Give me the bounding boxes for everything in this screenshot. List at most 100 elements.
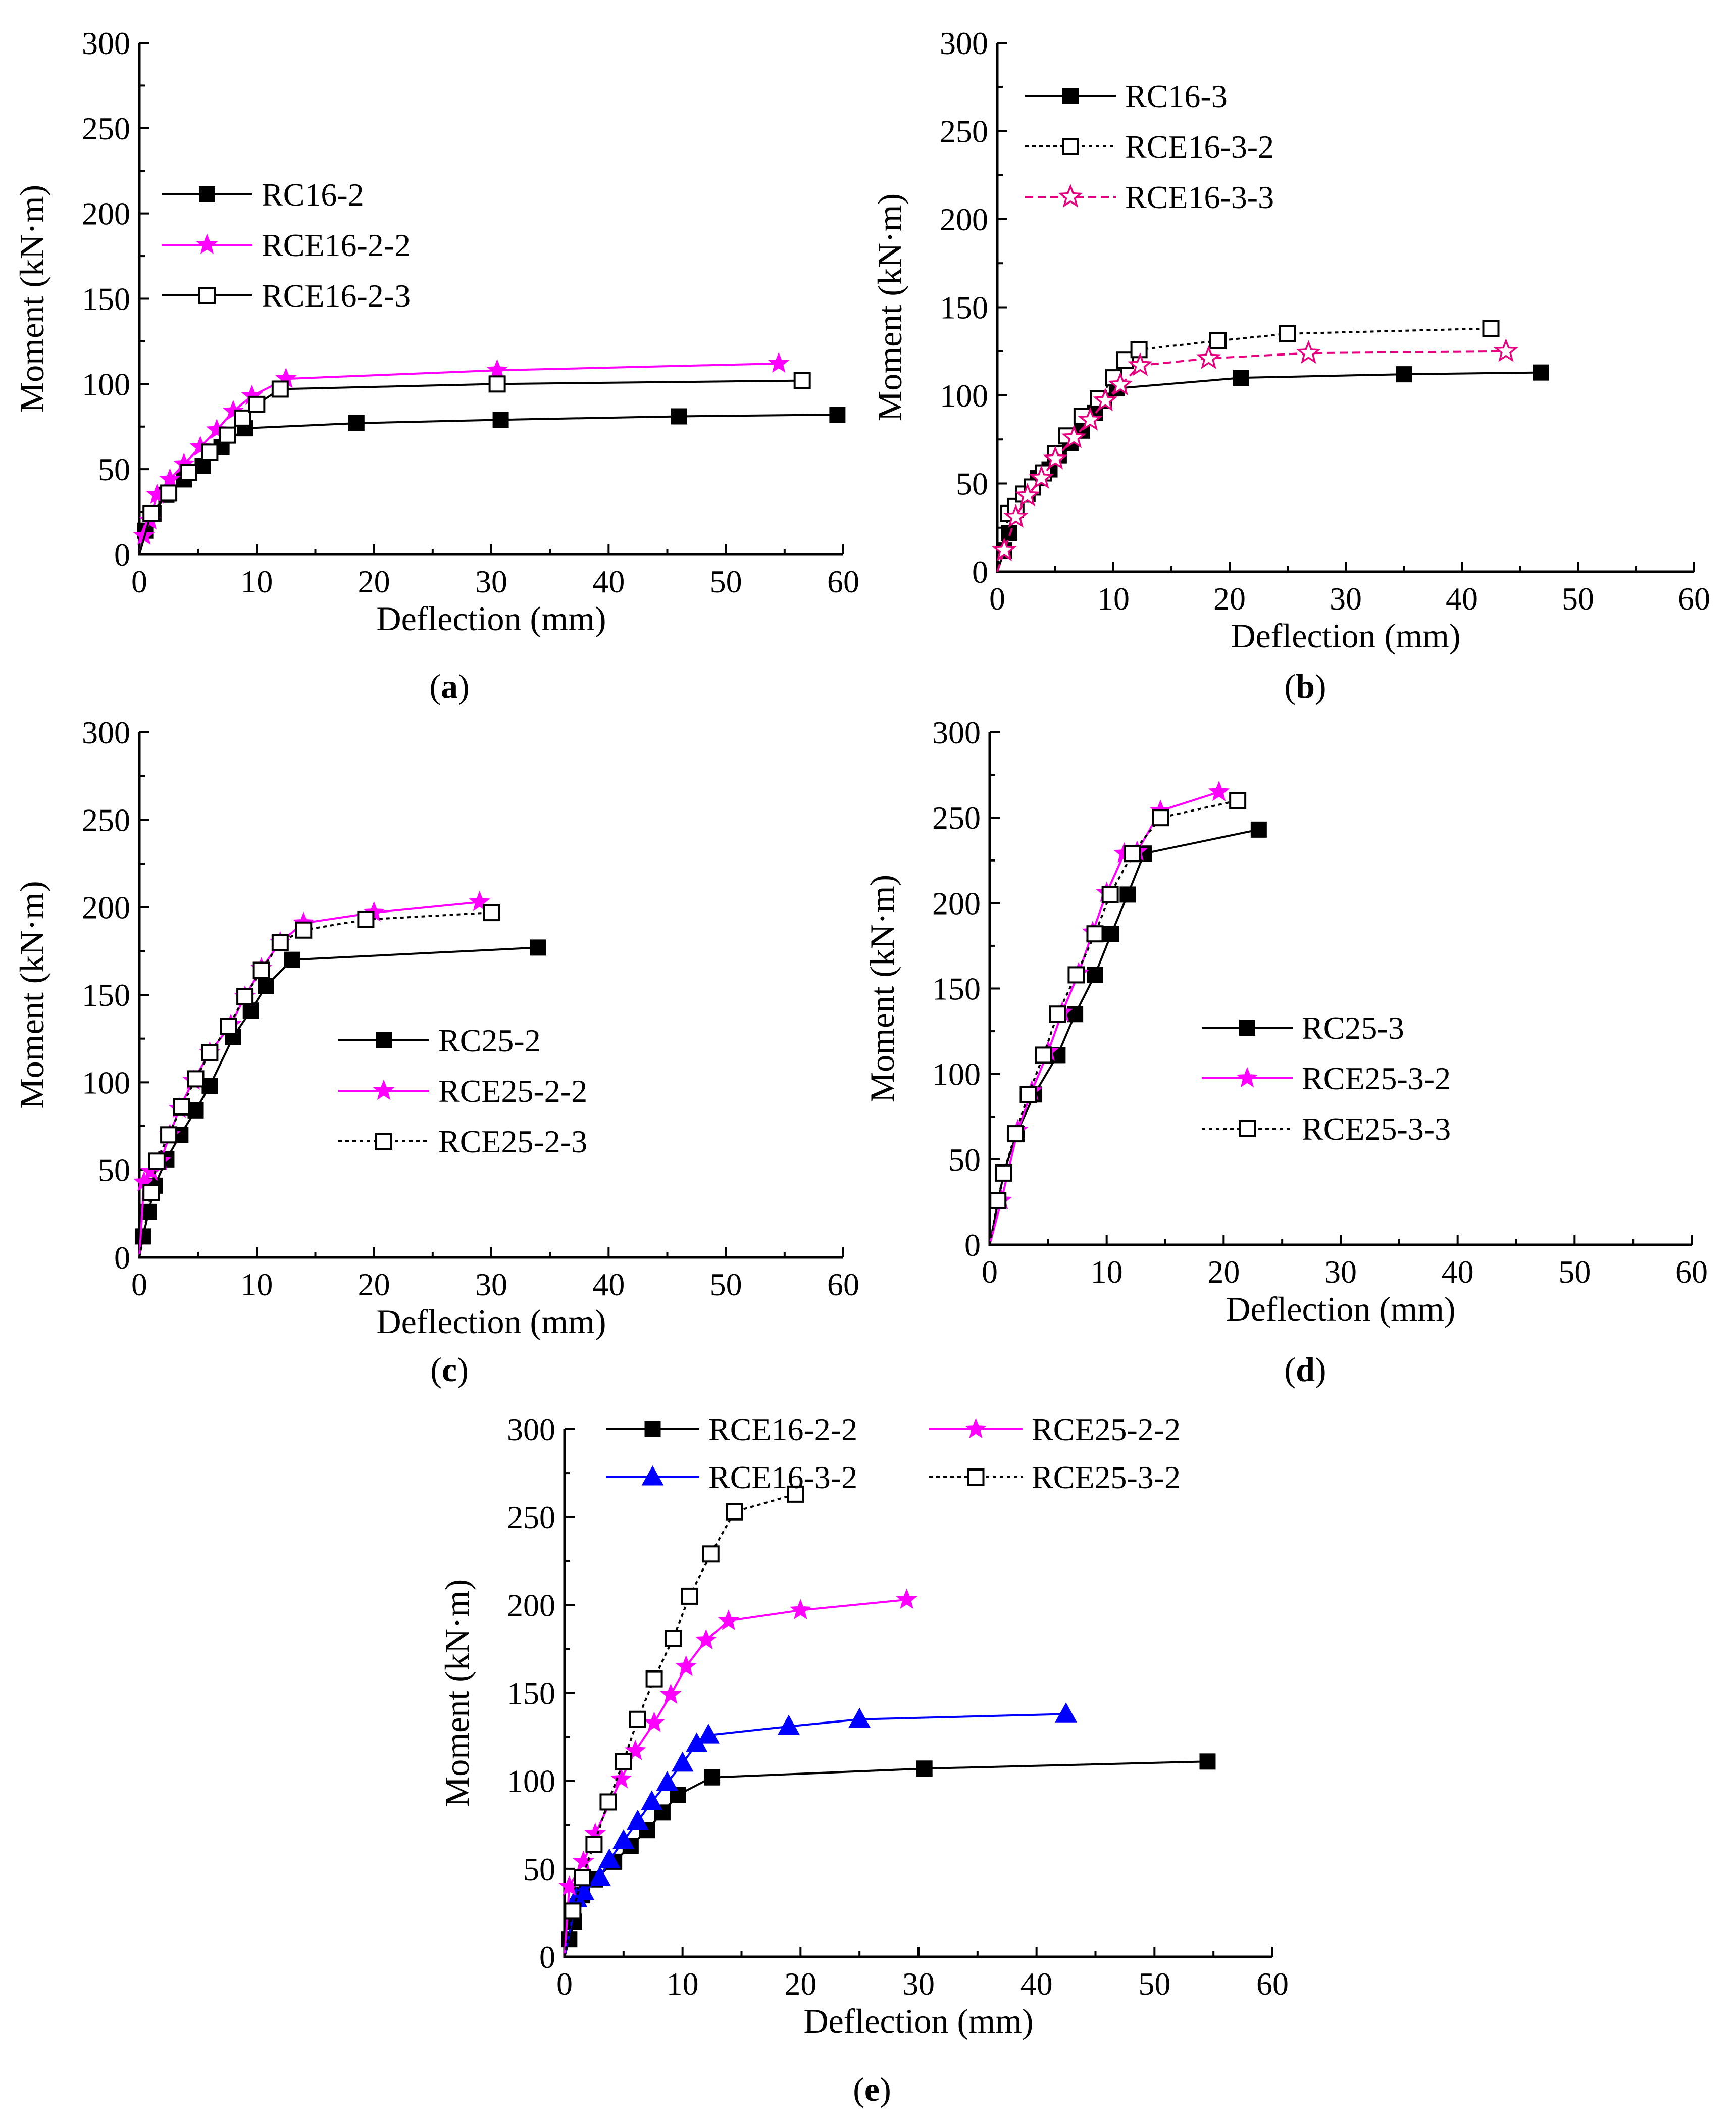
panel-caption: (d) — [1284, 1350, 1326, 1389]
y-tick-label: 100 — [940, 378, 988, 414]
series-RC16-3 — [996, 364, 1549, 572]
series-RCE16-3-2 — [564, 1702, 1077, 1957]
legend: RC25-3 RCE25-3-2 RCE25-3-3 — [1202, 1010, 1451, 1147]
y-tick-label: 250 — [82, 802, 130, 838]
legend-label: RCE16-2-2 — [262, 227, 411, 263]
y-tick-label: 50 — [948, 1142, 981, 1178]
panel-caption: (e) — [853, 2070, 891, 2108]
data-point — [234, 409, 251, 427]
axes-frame — [996, 43, 1694, 573]
series-line — [989, 791, 1219, 1245]
x-tick-label: 0 — [131, 1267, 147, 1302]
x-tick-label: 40 — [1020, 1966, 1053, 2002]
data-point — [357, 910, 375, 928]
data-point — [142, 1184, 160, 1201]
x-tick-label: 60 — [1256, 1966, 1289, 2002]
data-point — [488, 375, 506, 393]
data-point — [718, 1609, 740, 1630]
data-point — [201, 1044, 219, 1061]
x-tick-label: 30 — [475, 564, 507, 599]
data-point — [271, 380, 289, 398]
x-axis-title: Deflection (mm) — [376, 1302, 606, 1341]
data-point — [348, 415, 365, 431]
y-tick-label: 0 — [964, 1227, 981, 1263]
panel-d: 0 10 20 30 40 50 60 0 50 100 150 200 250 300 Deflectio… — [863, 715, 1708, 1389]
legend-label: RC16-2 — [262, 177, 364, 213]
data-point — [671, 1751, 694, 1772]
data-point — [142, 504, 160, 522]
legend-marker — [1062, 138, 1079, 155]
data-point — [589, 1866, 611, 1886]
y-tick-label: 50 — [98, 1152, 130, 1188]
y-tick-label: 250 — [507, 1499, 555, 1535]
data-point — [219, 426, 236, 444]
series-RCE16-2-3 — [138, 372, 811, 555]
x-tick-label: 10 — [667, 1966, 699, 2002]
data-point — [598, 1848, 621, 1868]
data-point — [564, 1902, 582, 1920]
y-axis-title: Moment (kN·m) — [863, 875, 901, 1102]
data-point — [1015, 483, 1040, 507]
legend-marker — [199, 186, 215, 202]
y-tick-label: 200 — [940, 201, 988, 237]
legend-label: RCE25-3-3 — [1302, 1111, 1451, 1147]
y-tick-label: 150 — [82, 977, 130, 1013]
data-point — [1196, 345, 1221, 369]
legend-marker — [965, 1417, 987, 1439]
data-point — [1019, 1086, 1037, 1103]
series-RCE16-3-3 — [992, 338, 1519, 572]
data-point — [1049, 1005, 1066, 1023]
x-tick-label: 0 — [556, 1966, 573, 2002]
data-point — [258, 978, 274, 994]
data-point — [1087, 967, 1103, 983]
y-tick-label: 0 — [539, 1939, 555, 1975]
panel-a: 0 10 20 30 40 50 60 0 50 100 150 200 250 300 Deflectio… — [13, 25, 859, 705]
data-point — [492, 412, 509, 428]
x-tick-label: 50 — [1562, 581, 1594, 617]
data-point — [201, 443, 219, 461]
data-point — [992, 537, 1017, 562]
x-tick-label: 50 — [710, 1267, 742, 1302]
data-point — [1086, 925, 1104, 943]
data-point — [1130, 341, 1148, 359]
data-point — [1128, 352, 1153, 376]
data-point — [654, 1804, 671, 1821]
data-point — [656, 1771, 679, 1791]
data-point — [271, 934, 289, 951]
data-point — [704, 1769, 721, 1786]
series-RC16-2 — [137, 407, 846, 555]
x-tick-label: 0 — [131, 564, 147, 599]
data-point — [675, 1655, 697, 1676]
data-point — [778, 1714, 800, 1735]
x-tick-label: 10 — [1091, 1254, 1123, 1290]
series-RCE16-2-2 — [561, 1753, 1216, 1957]
data-point — [1108, 372, 1133, 395]
data-point — [1029, 465, 1054, 489]
series-line — [138, 362, 779, 555]
x-axis-title: Deflection (mm) — [803, 2002, 1033, 2040]
legend-label: RCE16-3-3 — [1125, 179, 1274, 215]
x-tick-label: 60 — [827, 1267, 859, 1302]
x-tick-label: 50 — [710, 564, 742, 599]
x-tick-label: 20 — [358, 1267, 390, 1302]
data-point — [681, 1587, 698, 1605]
series-RCE16-2-2 — [133, 352, 790, 555]
y-tick-label: 300 — [82, 25, 130, 61]
legend-label: RCE16-2-2 — [708, 1411, 857, 1447]
panel-caption: (b) — [1284, 667, 1326, 705]
y-tick-label: 300 — [507, 1411, 555, 1447]
data-point — [1209, 332, 1227, 349]
data-point — [187, 1070, 205, 1088]
y-tick-label: 200 — [932, 885, 981, 921]
data-point — [790, 1599, 811, 1619]
legend-marker — [198, 287, 216, 304]
data-point — [530, 939, 546, 956]
series-RCE25-3-2 — [989, 781, 1230, 1245]
data-point — [572, 1880, 595, 1900]
panel-e: 0 10 20 30 40 50 60 0 50 100 150 200 250 300 Deflectio… — [438, 1411, 1289, 2108]
panel-caption: (a) — [429, 667, 469, 705]
data-point — [627, 1809, 649, 1830]
data-point — [1093, 387, 1118, 412]
data-point — [641, 1790, 663, 1810]
